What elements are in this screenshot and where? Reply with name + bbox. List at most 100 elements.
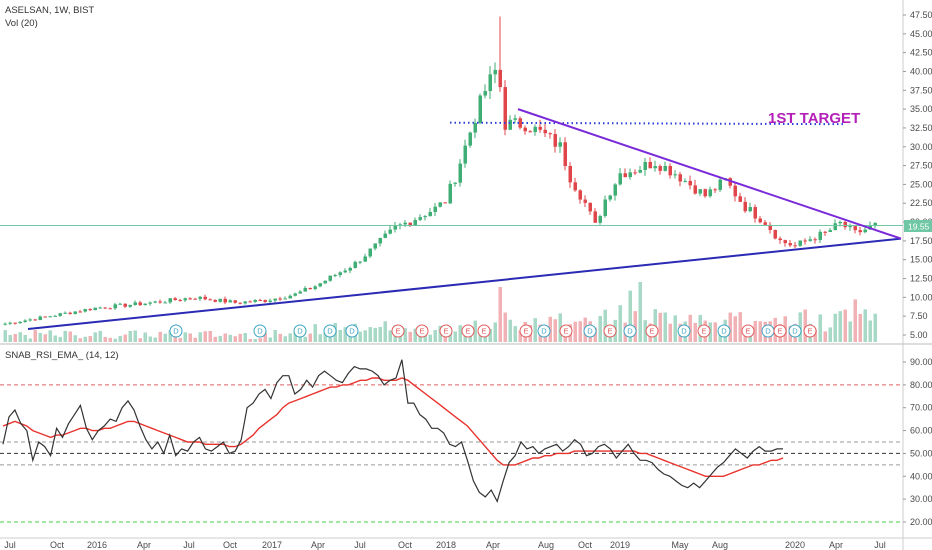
candle-body — [213, 299, 217, 302]
volume-bar — [573, 321, 577, 342]
candle-body — [193, 298, 197, 300]
volume-bar — [473, 320, 477, 342]
last-price-label: 19.55 — [908, 222, 930, 232]
price-tick-label: 12.50 — [910, 274, 932, 284]
candle-body — [543, 129, 547, 134]
badge-letter: E — [481, 327, 486, 336]
badge-letter: E — [807, 327, 812, 336]
candle-body — [373, 243, 377, 249]
candle-body — [313, 286, 317, 290]
candle-body — [503, 87, 507, 130]
badge-letter: D — [792, 327, 798, 336]
candle-body — [518, 118, 522, 128]
candle-body — [3, 323, 7, 325]
time-tick-label: Jul — [183, 540, 195, 550]
candle-body — [413, 219, 417, 226]
candle-body — [333, 275, 337, 277]
volume-bar — [318, 334, 322, 342]
candle-body — [653, 166, 657, 169]
descending-resistance-line — [517, 108, 902, 240]
candle-body — [148, 302, 152, 304]
candle-body — [253, 300, 257, 302]
dividend-badge — [537, 324, 551, 338]
candle-body — [38, 316, 42, 320]
earnings-badge — [803, 324, 817, 338]
volume-bar — [343, 327, 347, 342]
candle-body — [458, 163, 462, 183]
candle-body — [158, 301, 162, 303]
candle-body — [763, 222, 767, 225]
badge-letter: E — [419, 327, 424, 336]
price-tick-label: 35.00 — [910, 104, 932, 114]
rsi-tick-label: 60.00 — [910, 426, 932, 436]
candle-body — [698, 189, 702, 194]
volume-bar — [273, 330, 277, 342]
candle-body — [683, 180, 687, 182]
volume-bar — [123, 334, 127, 342]
candle-body — [178, 300, 182, 302]
candle-body — [283, 298, 287, 300]
candle-body — [563, 142, 567, 167]
candle-body — [403, 222, 407, 225]
candle-body — [428, 211, 432, 217]
volume-bar — [633, 311, 637, 342]
volume-bar — [448, 330, 452, 342]
candle-body — [363, 256, 367, 262]
candle-body — [208, 299, 212, 301]
price-tick-label: 42.50 — [910, 48, 932, 58]
volume-bar — [813, 329, 817, 342]
candle-body — [508, 119, 512, 130]
candle-body — [688, 180, 692, 186]
candle-body — [758, 218, 762, 223]
candle-body — [713, 189, 717, 191]
badge-letter: E — [563, 327, 568, 336]
candle-body — [813, 239, 817, 241]
volume-bar — [818, 314, 822, 342]
volume-bar — [213, 336, 217, 342]
volume-bar — [253, 338, 257, 342]
badge-letter: D — [257, 327, 263, 336]
candle-body — [258, 300, 262, 302]
time-tick-label: Oct — [50, 540, 65, 550]
candle-body — [468, 132, 472, 146]
candle-body — [448, 183, 452, 204]
rsi-panel — [0, 359, 903, 523]
volume-bar — [693, 322, 697, 342]
volume-bar — [33, 330, 37, 342]
candle-body — [768, 224, 772, 231]
volume-bar — [168, 330, 172, 342]
candle-body — [718, 179, 722, 190]
candle-body — [78, 311, 82, 313]
badge-letter: D — [627, 327, 633, 336]
badge-letter: E — [649, 327, 654, 336]
volume-bar — [113, 338, 117, 342]
candle-body — [578, 190, 582, 200]
time-tick-label: 2018 — [436, 540, 456, 550]
volume-bar — [3, 330, 7, 342]
dividend-badge — [293, 324, 307, 338]
time-tick-label: Jul — [4, 540, 16, 550]
volume-bar — [728, 312, 732, 342]
candle-body — [788, 243, 792, 246]
price-tick-label: 32.50 — [910, 123, 932, 133]
volume-bar — [223, 333, 227, 342]
candle-body — [478, 95, 482, 123]
time-tick-label: Aug — [712, 540, 728, 550]
candle-body — [538, 126, 542, 130]
candle-body — [693, 185, 697, 194]
volume-bar — [338, 329, 342, 342]
price-tick-label: 7.50 — [910, 311, 928, 321]
candle-body — [473, 122, 477, 133]
badge-letter: E — [443, 327, 448, 336]
candle-body — [703, 189, 707, 197]
volume-bar — [38, 332, 42, 342]
volume-bar — [553, 319, 557, 342]
candle-body — [88, 309, 92, 311]
rsi-tick-label: 30.00 — [910, 494, 932, 504]
candle-body — [303, 287, 307, 292]
time-tick-label: Jul — [874, 540, 886, 550]
volume-bar — [283, 336, 287, 342]
candle-body — [183, 298, 187, 301]
candle-body — [418, 217, 422, 220]
